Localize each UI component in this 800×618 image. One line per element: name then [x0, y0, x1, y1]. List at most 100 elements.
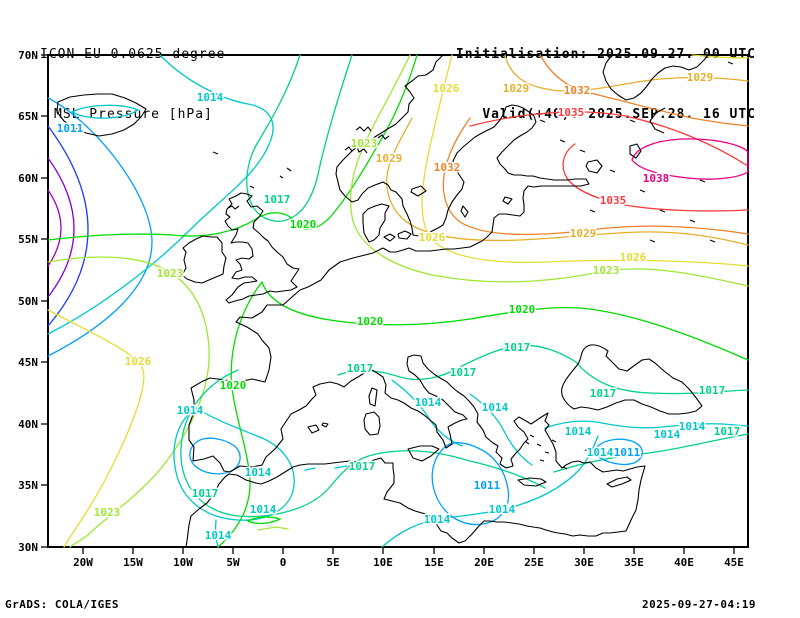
contour-label: 1011 — [474, 479, 501, 492]
lat-tick-label: 50N — [18, 295, 38, 308]
isobar-1023 — [257, 526, 289, 531]
contour-label: 1020 — [290, 218, 317, 231]
coast-crete — [517, 477, 547, 487]
contour-label: 1026 — [620, 251, 647, 264]
contour-labels: 1014101110171020102310261023102010201020… — [55, 70, 742, 544]
coast-continental-europe-africa — [185, 247, 646, 548]
longitude-axis: 20W 15W 10W 5W 0 5E 10E 15E 20E 25E 30E 35E 40E 45E — [73, 547, 744, 569]
isobar-1017 — [246, 54, 353, 222]
latitude-axis: 70N 65N 60N 55N 50N 45N 40N 35N 30N — [18, 49, 48, 554]
isobar-1014 — [70, 104, 140, 119]
contour-label: 1035 — [600, 194, 627, 207]
isobar-1020 — [47, 54, 418, 241]
isobar-1014 — [391, 379, 463, 447]
contour-label: 1020 — [357, 315, 384, 328]
contour-label: 1029 — [570, 227, 597, 240]
contour-label: 1014 — [197, 91, 224, 104]
lon-tick-label: 5W — [226, 556, 240, 569]
contour-label: 1014 — [482, 401, 509, 414]
contour-label: 1017 — [349, 460, 376, 473]
contour-label: 1014 — [587, 446, 614, 459]
coast-scandinavia — [335, 54, 590, 253]
isobar-1014 — [214, 519, 219, 548]
contour-label: 1014 — [679, 420, 706, 433]
grads-credit: GrADS: COLA/IGES — [5, 598, 119, 611]
isobar-1038 — [631, 138, 749, 180]
lat-tick-label: 55N — [18, 233, 38, 246]
contour-label: 1029 — [376, 152, 403, 165]
isobar-1035 — [562, 143, 749, 212]
contour-label: 1017 — [347, 362, 374, 375]
isobar-1032 — [539, 54, 749, 127]
isobar-1035 — [469, 111, 749, 167]
contour-label: 1014 — [245, 466, 272, 479]
isobar-1014 — [173, 407, 295, 521]
isobar-1017 — [180, 369, 546, 518]
contour-label: 1014 — [250, 503, 277, 516]
contour-label: 1023 — [351, 137, 378, 150]
contour-label: 1014 — [565, 425, 592, 438]
isobar-1005 — [47, 157, 75, 298]
isobar-1029 — [504, 54, 749, 92]
isobar-1026 — [691, 54, 749, 59]
contour-label: 1014 — [205, 529, 232, 542]
contour-label: 1035 — [558, 106, 585, 119]
isobar-1014 — [544, 420, 749, 429]
isobar-1026 — [47, 309, 145, 548]
lon-tick-label: 35E — [624, 556, 644, 569]
creation-timestamp: 2025-09-27-04:19 — [642, 598, 756, 611]
contour-label: 1020 — [220, 379, 247, 392]
contour-label: 1014 — [177, 404, 204, 417]
contour-label: 1032 — [434, 161, 461, 174]
contour-label: 1017 — [450, 366, 477, 379]
contour-label: 1023 — [157, 267, 184, 280]
contour-label: 1017 — [699, 384, 726, 397]
isobar-1014 — [47, 54, 274, 335]
isobar-1002 — [47, 189, 62, 267]
contour-label: 1014 — [654, 428, 681, 441]
contour-label: 1026 — [419, 231, 446, 244]
contour-label: 1023 — [593, 264, 620, 277]
contour-label: 1011 — [614, 446, 641, 459]
isobar-1014 — [469, 393, 533, 466]
isobar-1023 — [350, 54, 749, 287]
lon-tick-label: 0 — [280, 556, 287, 569]
coast-great-britain — [224, 192, 300, 304]
lon-tick-label: 25E — [524, 556, 544, 569]
isobar-1017 — [553, 433, 749, 473]
isobar-1014 — [304, 465, 348, 471]
isobar-1011 — [47, 97, 153, 357]
lakes-ladoga-onega-vanern — [410, 143, 642, 197]
isobar-1026 — [421, 54, 749, 267]
coast-iceland — [56, 93, 147, 137]
lat-tick-label: 70N — [18, 49, 38, 62]
contour-label: 1026 — [125, 355, 152, 368]
lon-tick-label: 10E — [373, 556, 393, 569]
contour-label: 1017 — [264, 193, 291, 206]
lon-tick-label: 20E — [474, 556, 494, 569]
coast-cyprus — [606, 476, 632, 488]
coastlines — [56, 54, 734, 548]
coast-sicily — [407, 445, 440, 462]
isobar-1011 — [594, 438, 643, 466]
lon-tick-label: 20W — [73, 556, 93, 569]
lat-tick-label: 35N — [18, 479, 38, 492]
contour-label: 1023 — [94, 506, 121, 519]
coast-black-sea — [561, 344, 703, 415]
contour-label: 1017 — [192, 487, 219, 500]
contour-label: 1032 — [564, 84, 591, 97]
isobar-1020 — [217, 281, 263, 548]
lat-tick-label: 60N — [18, 172, 38, 185]
isobar-1011 — [189, 437, 241, 475]
contour-label: 1014 — [415, 396, 442, 409]
isobar-1008 — [47, 125, 89, 327]
isobar-1020 — [261, 281, 749, 361]
coast-baltic-islands — [460, 196, 513, 218]
small-islands-and-lakes — [212, 61, 734, 470]
contour-label: 1011 — [57, 122, 84, 135]
lon-tick-label: 15E — [424, 556, 444, 569]
fjord-texture — [227, 126, 390, 210]
lat-tick-label: 45N — [18, 356, 38, 369]
contour-label: 1014 — [489, 503, 516, 516]
